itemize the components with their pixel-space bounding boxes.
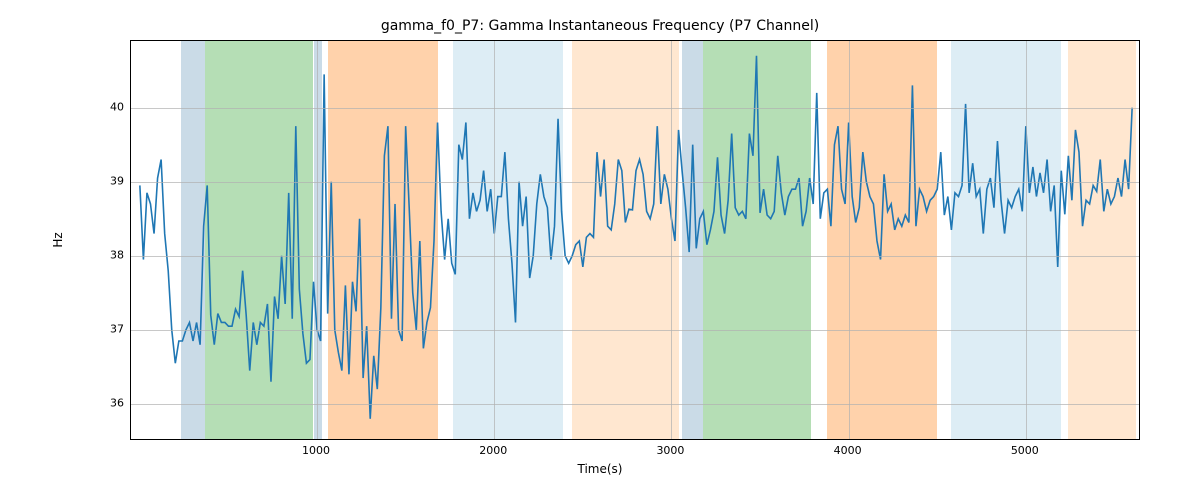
y-axis-label: Hz: [51, 232, 65, 247]
y-tick-label: 37: [84, 322, 124, 335]
x-tick-label: 2000: [479, 444, 507, 457]
grid-line-x: [671, 41, 672, 439]
grid-line-y: [131, 182, 1139, 183]
grid-line-x: [494, 41, 495, 439]
data-line: [140, 56, 1132, 419]
grid-line-x: [849, 41, 850, 439]
y-tick-label: 36: [84, 396, 124, 409]
grid-line-y: [131, 404, 1139, 405]
y-tick-label: 39: [84, 174, 124, 187]
line-svg: [131, 41, 1140, 440]
chart-container: gamma_f0_P7: Gamma Instantaneous Frequen…: [0, 0, 1200, 500]
y-tick-label: 40: [84, 100, 124, 113]
grid-line-x: [1026, 41, 1027, 439]
x-tick-label: 4000: [834, 444, 862, 457]
x-axis-label: Time(s): [0, 462, 1200, 476]
chart-title: gamma_f0_P7: Gamma Instantaneous Frequen…: [0, 18, 1200, 34]
y-tick-label: 38: [84, 248, 124, 261]
x-tick-label: 1000: [302, 444, 330, 457]
plot-area: [130, 40, 1140, 440]
grid-line-y: [131, 108, 1139, 109]
grid-line-y: [131, 256, 1139, 257]
x-tick-label: 5000: [1011, 444, 1039, 457]
grid-line-x: [317, 41, 318, 439]
x-tick-label: 3000: [656, 444, 684, 457]
grid-line-y: [131, 330, 1139, 331]
